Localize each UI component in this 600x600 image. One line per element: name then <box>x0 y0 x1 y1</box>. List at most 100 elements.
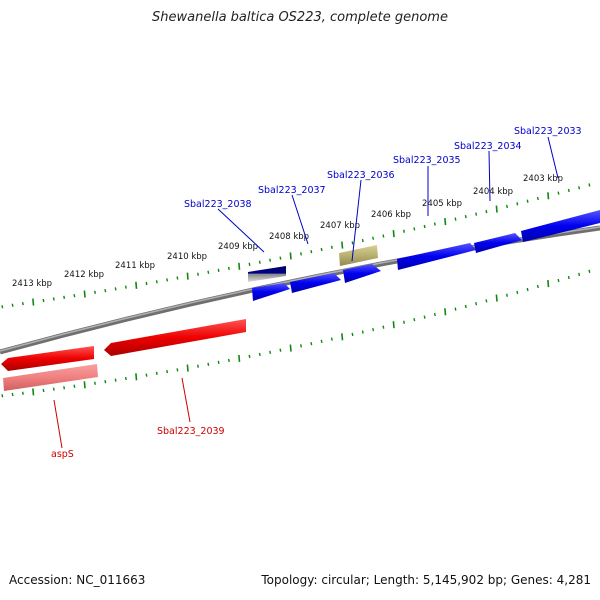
major-tick <box>392 321 395 329</box>
minor-tick <box>403 320 405 324</box>
leader-line <box>488 150 491 202</box>
minor-tick <box>73 294 76 298</box>
minor-tick <box>475 302 478 306</box>
gene-label-sbal223-2033[interactable]: Sbal223_2033 <box>514 126 582 137</box>
major-tick <box>186 272 189 280</box>
gene-arrow-asps[interactable] <box>1 346 94 371</box>
major-tick <box>289 344 292 352</box>
minor-tick <box>485 209 488 214</box>
scale-ticks-lower <box>1 269 591 398</box>
minor-tick <box>300 344 302 348</box>
major-tick <box>32 388 35 396</box>
minor-tick <box>310 341 313 346</box>
minor-tick <box>454 217 457 221</box>
gene-arrow-sbal223-2036[interactable] <box>343 264 381 283</box>
scale-label: 2410 kbp <box>167 252 207 262</box>
minor-tick <box>320 339 323 344</box>
minor-tick <box>413 318 416 322</box>
minor-tick <box>21 391 24 395</box>
leader-line <box>181 377 191 423</box>
minor-tick <box>207 270 210 274</box>
major-tick <box>135 281 138 289</box>
minor-tick <box>485 299 488 303</box>
minor-tick <box>433 312 436 317</box>
major-tick <box>135 373 138 381</box>
minor-tick <box>351 241 354 245</box>
minor-tick <box>361 330 364 334</box>
minor-tick <box>1 305 4 309</box>
gene-label-sbal223-2036[interactable]: Sbal223_2036 <box>327 170 395 181</box>
gene-label-asps[interactable]: aspS <box>51 449 74 460</box>
minor-tick <box>269 258 272 262</box>
minor-tick <box>94 381 96 385</box>
gene-label-sbal223-2034[interactable]: Sbal223_2034 <box>454 141 522 152</box>
gene-arrow-sbal223-2037-a[interactable] <box>252 283 290 301</box>
gene-label-sbal223-2038[interactable]: Sbal223_2038 <box>184 199 252 210</box>
minor-tick <box>63 295 66 299</box>
scale-label: 2411 kbp <box>115 261 155 271</box>
minor-tick <box>423 315 426 319</box>
minor-tick <box>124 285 127 289</box>
scale-label: 2408 kbp <box>269 232 309 242</box>
minor-tick <box>269 350 272 354</box>
major-tick <box>83 381 86 389</box>
scale-label: 2413 kbp <box>12 279 52 289</box>
minor-tick <box>124 376 127 381</box>
leader-line <box>351 179 362 262</box>
minor-tick <box>516 290 519 295</box>
minor-tick <box>104 380 107 384</box>
minor-tick <box>11 392 14 397</box>
scale-label: 2406 kbp <box>371 210 411 220</box>
minor-tick <box>516 202 519 206</box>
gene-label-sbal223-2035[interactable]: Sbal223_2035 <box>393 155 461 166</box>
minor-tick <box>372 236 375 240</box>
minor-tick <box>475 212 478 216</box>
gene-arrow-asps-pseudo[interactable] <box>3 364 98 391</box>
minor-tick <box>423 224 426 229</box>
minor-tick <box>361 238 364 243</box>
major-tick <box>547 279 550 288</box>
gene-arrow-sbal223-2039[interactable] <box>104 319 246 356</box>
minor-tick <box>433 222 436 226</box>
gene-arrow-sbal223-2036-pseudo[interactable] <box>339 245 378 266</box>
major-tick <box>495 205 498 213</box>
major-tick <box>341 241 344 249</box>
major-tick <box>238 262 241 270</box>
gene-arrow-sbal223-2038[interactable] <box>248 266 286 282</box>
scale-ticks-upper <box>1 183 591 309</box>
gene-arrow-sbal223-2037[interactable] <box>290 273 341 293</box>
minor-tick <box>197 364 199 368</box>
minor-tick <box>372 328 375 332</box>
minor-tick <box>207 362 210 366</box>
gene-label-sbal223-2039[interactable]: Sbal223_2039 <box>157 426 225 437</box>
scale-label: 2405 kbp <box>422 199 462 209</box>
minor-tick <box>197 272 199 276</box>
minor-tick <box>506 293 508 297</box>
minor-tick <box>42 388 45 393</box>
scale-label: 2404 kbp <box>473 187 513 197</box>
minor-tick <box>567 188 570 193</box>
major-tick <box>186 364 189 372</box>
minor-tick <box>114 287 117 291</box>
minor-tick <box>454 307 457 311</box>
minor-tick <box>52 297 55 301</box>
minor-tick <box>588 183 591 187</box>
minor-tick <box>11 303 14 307</box>
gene-arrow-sbal223-2034[interactable] <box>474 233 522 253</box>
gene-arrow-sbal223-2035[interactable] <box>397 243 476 270</box>
minor-tick <box>279 256 282 260</box>
minor-tick <box>578 272 581 277</box>
major-tick <box>289 252 292 260</box>
minor-tick <box>464 304 467 309</box>
minor-tick <box>279 348 282 352</box>
map-title: Shewanella baltica OS223, complete genom… <box>152 10 448 25</box>
minor-tick <box>588 269 591 273</box>
minor-tick <box>52 387 55 391</box>
major-tick <box>547 192 550 200</box>
minor-tick <box>145 281 148 286</box>
accession-text: Accession: NC_011663 <box>9 573 146 587</box>
major-tick <box>238 354 241 363</box>
gene-arrow-sbal223-2033[interactable] <box>521 210 600 242</box>
minor-tick <box>155 280 158 284</box>
gene-label-sbal223-2037[interactable]: Sbal223_2037 <box>258 185 326 196</box>
